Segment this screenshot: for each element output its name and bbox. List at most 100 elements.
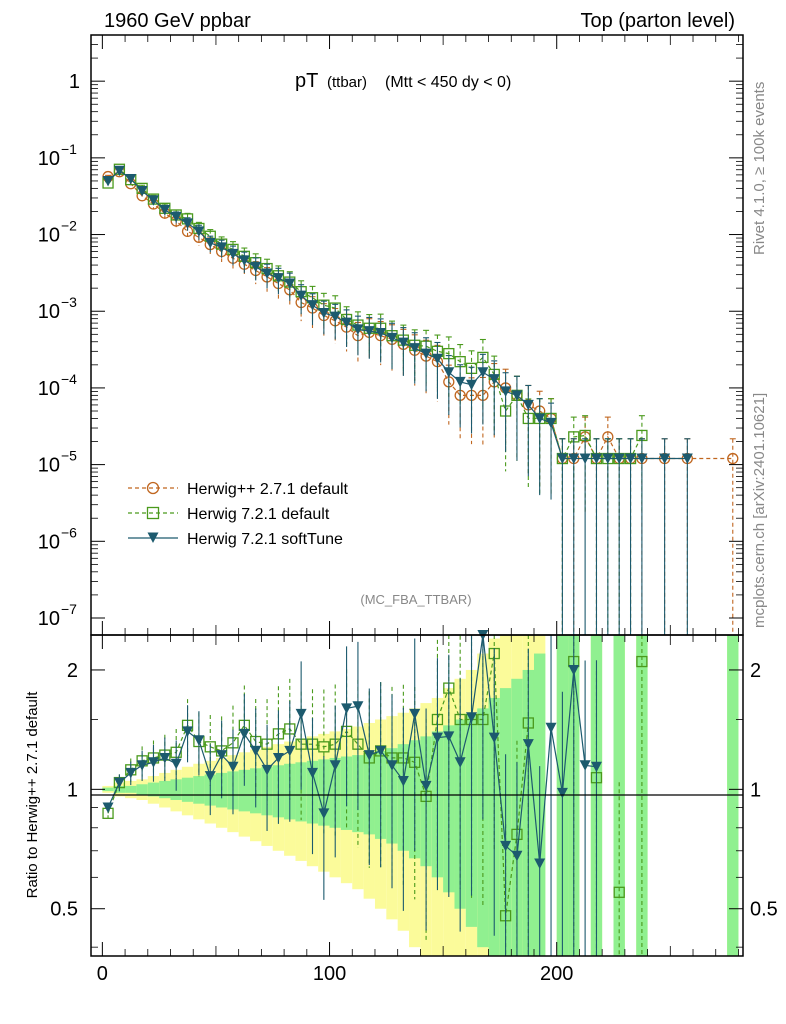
data-point xyxy=(397,337,409,349)
ratio-point xyxy=(318,741,330,753)
data-point xyxy=(556,453,568,465)
data-point xyxy=(488,374,500,385)
data-point xyxy=(466,379,478,391)
data-point xyxy=(204,237,216,249)
data-point xyxy=(613,453,625,465)
data-point xyxy=(602,453,614,465)
rivet-version-text: Rivet 4.1.0, ≥ 100k events xyxy=(751,82,768,255)
y-tick-label: 10 xyxy=(38,378,60,400)
ratio-point xyxy=(204,771,216,782)
ratio-point xyxy=(295,708,307,720)
y-tick-exponent: −1 xyxy=(61,141,77,157)
legend-marker-triangle xyxy=(147,532,159,543)
data-point xyxy=(568,453,580,465)
data-point xyxy=(295,290,307,302)
ratio-y-tick-label: 0.5 xyxy=(50,899,78,921)
data-point xyxy=(363,326,375,337)
plot-title-sub2: (Mtt < 450 dy < 0) xyxy=(385,74,511,91)
ratio-y-tick-label: 1 xyxy=(67,779,78,801)
ratio-point xyxy=(397,775,409,787)
green-band-bin xyxy=(159,780,171,799)
data-point xyxy=(545,417,557,429)
legend: Herwig++ 2.7.1 default Herwig 7.2.1 defa… xyxy=(128,481,349,548)
data-point xyxy=(113,165,125,177)
data-point xyxy=(182,218,194,229)
ratio-point xyxy=(182,726,194,737)
data-point xyxy=(625,453,637,465)
ratio-point xyxy=(534,858,546,870)
data-point xyxy=(590,453,602,465)
green-band-bin xyxy=(125,785,137,793)
mcplots-reference-text: mcplots.cern.ch [arXiv:2401.10621] xyxy=(751,393,768,628)
data-point xyxy=(431,353,443,365)
data-point xyxy=(147,195,159,206)
legend-label-herwigpp: Herwig++ 2.7.1 default xyxy=(187,481,349,498)
ratio-point xyxy=(545,722,557,734)
data-point xyxy=(306,300,318,311)
y-tick-label: 10 xyxy=(38,301,60,323)
ratio-point xyxy=(284,745,296,757)
ratio-point xyxy=(375,745,387,757)
ratio-point xyxy=(488,732,500,744)
data-point xyxy=(102,175,114,187)
ratio-point xyxy=(318,808,330,819)
ratio-point xyxy=(159,752,171,764)
data-point xyxy=(261,268,273,280)
data-point xyxy=(341,317,353,329)
data-point xyxy=(159,204,171,216)
green-band-bin xyxy=(102,787,114,792)
ratio-point xyxy=(431,732,443,744)
legend-label-herwig721: Herwig 7.2.1 default xyxy=(187,506,330,523)
ratio-point xyxy=(511,850,523,862)
data-point xyxy=(420,348,432,360)
ratio-y-axis-label: Ratio to Herwig++ 2.7.1 default xyxy=(24,691,41,899)
data-point xyxy=(579,453,591,465)
ratio-point xyxy=(636,655,648,668)
y-tick-exponent: −2 xyxy=(61,218,77,234)
green-band-bin xyxy=(181,777,194,802)
data-point xyxy=(216,242,228,253)
y-tick-label: 10 xyxy=(38,531,60,553)
header-left: 1960 GeV ppbar xyxy=(104,10,251,32)
x-tick-label: 200 xyxy=(540,963,573,985)
green-band-bin xyxy=(147,782,160,797)
plot-title-main: pT xyxy=(295,70,318,92)
data-point xyxy=(727,452,739,465)
ratio-series-1 xyxy=(102,630,602,956)
ratio-point xyxy=(443,731,455,742)
legend-marker-square xyxy=(146,506,160,520)
x-tick-label: 0 xyxy=(97,963,108,985)
ratio-point xyxy=(466,712,478,723)
data-point xyxy=(284,278,296,289)
ratio-point xyxy=(409,708,421,720)
ratio-plot-series xyxy=(102,630,648,956)
ratio-point xyxy=(420,780,432,792)
y-tick-exponent: −7 xyxy=(61,601,77,617)
data-point xyxy=(272,273,284,284)
data-point xyxy=(329,311,341,323)
data-point xyxy=(534,413,546,424)
y-tick-label: 10 xyxy=(38,148,60,170)
ratio-point xyxy=(363,750,375,761)
ratio-point xyxy=(306,767,318,779)
data-point xyxy=(238,255,250,266)
data-point xyxy=(477,367,489,378)
ratio-point xyxy=(590,761,602,773)
ratio-point xyxy=(147,757,159,768)
green-band-bin xyxy=(193,776,205,804)
data-point xyxy=(375,328,387,339)
y-tick-label: 10 xyxy=(38,608,60,630)
legend-marker-circle xyxy=(146,481,160,495)
ratio-point xyxy=(386,760,398,771)
data-point xyxy=(250,261,262,273)
x-tick-label: 100 xyxy=(313,963,346,985)
y-tick-exponent: −4 xyxy=(61,371,77,387)
y-tick-label: 10 xyxy=(38,455,60,477)
data-point xyxy=(681,453,693,465)
data-point xyxy=(386,332,398,344)
ratio-point xyxy=(500,840,512,852)
ratio-point xyxy=(454,757,466,768)
ratio-point xyxy=(250,745,262,757)
ratio-point xyxy=(193,735,205,746)
